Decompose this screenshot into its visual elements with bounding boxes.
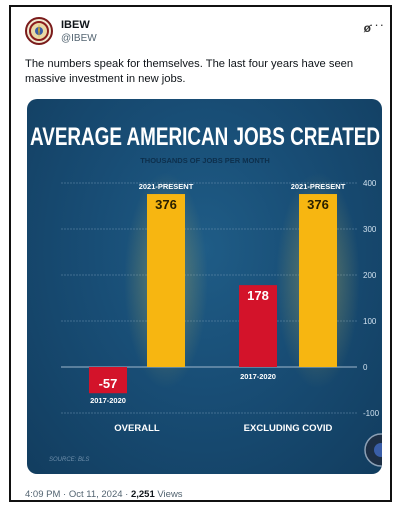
tweet-timestamp[interactable]: 4:09 PM · Oct 11, 2024 · <box>25 489 131 500</box>
y-tick-label: 400 <box>363 179 377 188</box>
bar-value-label: 376 <box>155 197 177 212</box>
tweet-image[interactable]: AVERAGE AMERICAN JOBS CREATED THOUSANDS … <box>27 99 382 474</box>
y-tick-label: -100 <box>363 409 380 418</box>
bar-series-label: 2021-PRESENT <box>139 182 194 191</box>
bar-value-label: 376 <box>307 197 329 212</box>
more-options-icon[interactable]: ··· <box>369 17 385 32</box>
category-label: OVERALL <box>114 423 160 434</box>
avatar[interactable] <box>25 17 53 45</box>
ibew-logo-icon <box>29 21 49 41</box>
y-tick-label: 200 <box>363 271 377 280</box>
bar-2017-2020-0 <box>89 367 127 394</box>
ibew-watermark-logo <box>364 433 382 467</box>
tweet-text: The numbers speak for themselves. The la… <box>25 58 354 85</box>
chart-source: SOURCE: BLS <box>49 457 89 463</box>
bar-2017-2020-1 <box>239 285 277 367</box>
author-name[interactable]: IBEW <box>61 19 90 31</box>
tweet-card: IBEW @IBEW ø ··· The numbers speak for t… <box>9 5 392 502</box>
bar-2021-present-0 <box>147 194 185 367</box>
views-label: Views <box>154 489 183 500</box>
bar-series-label: 2017-2020 <box>90 396 126 405</box>
author-handle[interactable]: @IBEW <box>61 33 97 44</box>
bar-2021-present-1 <box>299 194 337 367</box>
y-tick-label: 100 <box>363 317 377 326</box>
chart-subtitle: THOUSANDS OF JOBS PER MONTH <box>140 156 270 165</box>
bar-series-label: 2021-PRESENT <box>291 182 346 191</box>
tweet-header: IBEW @IBEW ø ··· <box>25 15 385 51</box>
tweet-meta: 4:09 PM · Oct 11, 2024 · 2,251 Views <box>25 489 183 500</box>
bar-value-label: -57 <box>99 376 118 391</box>
jobs-chart: AVERAGE AMERICAN JOBS CREATED THOUSANDS … <box>30 123 382 467</box>
bar-series-label: 2017-2020 <box>240 372 276 381</box>
category-label: EXCLUDING COVID <box>244 423 333 434</box>
y-tick-label: 0 <box>363 363 368 372</box>
bar-value-label: 178 <box>247 288 269 303</box>
y-tick-label: 300 <box>363 225 377 234</box>
grok-icon[interactable]: ø <box>363 21 371 35</box>
chart-title: AVERAGE AMERICAN JOBS CREATED <box>30 123 380 151</box>
view-count: 2,251 <box>130 489 155 500</box>
